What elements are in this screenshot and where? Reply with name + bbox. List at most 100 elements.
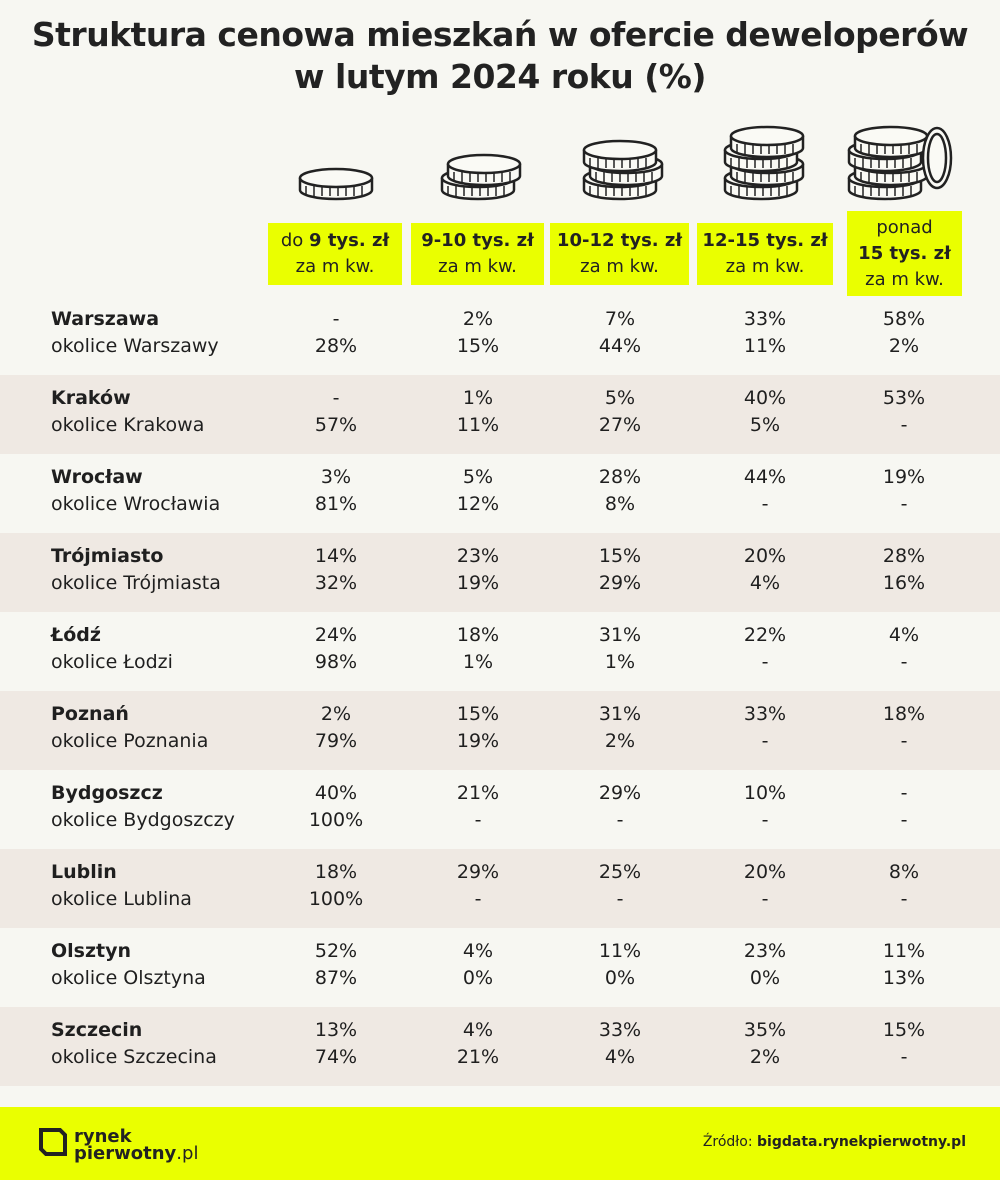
header-range: 12-15 tys. zł (702, 230, 828, 251)
column-header-4: 12-15 tys. zł za m kw. (697, 223, 833, 285)
footer-bar: rynek pierwotny.pl Źródło: bigdata.rynek… (0, 1107, 1000, 1180)
area-value: 5% (749, 414, 781, 436)
area-value: 12% (456, 493, 500, 515)
column-header-5: ponad 15 tys. zł za m kw. (847, 211, 962, 296)
city-value: 2% (320, 703, 352, 725)
area-name: okolice Łodzi (51, 651, 173, 673)
value-cell: 18% 100% (276, 859, 396, 913)
city-value: 15% (882, 1019, 926, 1041)
area-value: 11% (456, 414, 500, 436)
value-cell: - 28% (276, 306, 396, 360)
header-unit: za m kw. (438, 256, 517, 277)
value-cell: 53% - (844, 385, 964, 439)
source-label: Źródło: (702, 1134, 758, 1150)
value-cell: 33% - (705, 701, 825, 755)
header-range: 9 tys. zł (309, 230, 390, 251)
city-value: 20% (743, 545, 787, 567)
value-cell: 23% 0% (705, 938, 825, 992)
value-cell: 15% - (844, 1017, 964, 1071)
area-value: - (900, 651, 908, 673)
header-range: 15 tys. zł (858, 242, 951, 264)
city-value: 11% (882, 940, 926, 962)
logo-line-1: rynek (74, 1126, 132, 1147)
city-value: 44% (743, 466, 787, 488)
row-labels: Łódź okolice Łodzi (51, 622, 173, 676)
city-value: 23% (743, 940, 787, 962)
value-cell: 10% - (705, 780, 825, 834)
area-value: 27% (598, 414, 642, 436)
value-cell: 11% 0% (560, 938, 680, 992)
city-value: 24% (314, 624, 358, 646)
brand-logo: rynek pierwotny.pl (38, 1127, 198, 1167)
value-cell: 4% 21% (418, 1017, 538, 1071)
area-value: 74% (314, 1046, 358, 1068)
city-value: 2% (462, 308, 494, 330)
table-row: Poznań okolice Poznania 2% 79% 15% 19% 31% 2% 33… (0, 691, 1000, 770)
table-row: Trójmiasto okolice Trójmiasta 14% 32% 23% 19%… (0, 533, 1000, 612)
city-value: 33% (598, 1019, 642, 1041)
header-range: 10-12 tys. zł (556, 230, 683, 251)
area-name: okolice Lublina (51, 888, 192, 910)
coin-stack-3 (550, 112, 690, 210)
area-value: - (474, 888, 482, 910)
city-value: 4% (462, 1019, 494, 1041)
city-name: Warszawa (51, 308, 160, 330)
city-name: Trójmiasto (51, 545, 164, 567)
area-value: 0% (462, 967, 494, 989)
logo-suffix: .pl (176, 1143, 199, 1164)
logo-text: rynek pierwotny.pl (74, 1126, 199, 1164)
coin-stack-3-icon (582, 139, 664, 201)
area-name: okolice Wrocławia (51, 493, 221, 515)
city-value: 18% (314, 861, 358, 883)
area-name: okolice Bydgoszczy (51, 809, 235, 831)
area-name: okolice Krakowa (51, 414, 205, 436)
value-cell: 5% 12% (418, 464, 538, 518)
area-value: 100% (308, 809, 364, 831)
city-name: Poznań (51, 703, 129, 725)
city-value: 3% (320, 466, 352, 488)
coin-stack-4-icon (723, 125, 805, 201)
coin-stack-1 (266, 112, 406, 210)
coin-stack-1-icon (298, 167, 374, 201)
city-value: 33% (743, 308, 787, 330)
header-unit: za m kw. (295, 256, 375, 277)
area-value: 4% (604, 1046, 636, 1068)
area-value: 21% (456, 1046, 500, 1068)
area-value: - (474, 809, 482, 831)
value-cell: 4% 0% (418, 938, 538, 992)
area-value: 0% (604, 967, 636, 989)
city-name: Łódź (51, 624, 101, 646)
value-cell: 18% 1% (418, 622, 538, 676)
value-cell: 29% - (418, 859, 538, 913)
area-value: 16% (882, 572, 926, 594)
table-row: Lublin okolice Lublina 18% 100% 29% - 25% - 20% -… (0, 849, 1000, 928)
value-cell: 22% - (705, 622, 825, 676)
city-value: 52% (314, 940, 358, 962)
area-name: okolice Warszawy (51, 335, 219, 357)
row-labels: Warszawa okolice Warszawy (51, 306, 219, 360)
city-value: 15% (456, 703, 500, 725)
coin-stack-5 (819, 112, 959, 210)
area-value: 19% (456, 572, 500, 594)
row-labels: Wrocław okolice Wrocławia (51, 464, 220, 518)
area-value: 32% (314, 572, 358, 594)
header-unit: za m kw. (725, 256, 805, 277)
value-cell: 28% 16% (844, 543, 964, 597)
value-cell: 33% 11% (705, 306, 825, 360)
value-cell: 25% - (560, 859, 680, 913)
city-name: Szczecin (51, 1019, 143, 1041)
city-value: 25% (598, 861, 642, 883)
value-cell: 33% 4% (560, 1017, 680, 1071)
area-value: 87% (314, 967, 358, 989)
city-value: 31% (598, 624, 642, 646)
city-name: Bydgoszcz (51, 782, 163, 804)
value-cell: 4% - (844, 622, 964, 676)
table-row: Bydgoszcz okolice Bydgoszczy 40% 100% 21% -29… (0, 770, 1000, 849)
value-cell: 58% 2% (844, 306, 964, 360)
city-value: 15% (598, 545, 642, 567)
area-value: 13% (882, 967, 926, 989)
row-labels: Bydgoszcz okolice Bydgoszczy (51, 780, 235, 834)
value-cell: 28% 8% (560, 464, 680, 518)
area-name: okolice Poznania (51, 730, 209, 752)
row-labels: Poznań okolice Poznania (51, 701, 208, 755)
